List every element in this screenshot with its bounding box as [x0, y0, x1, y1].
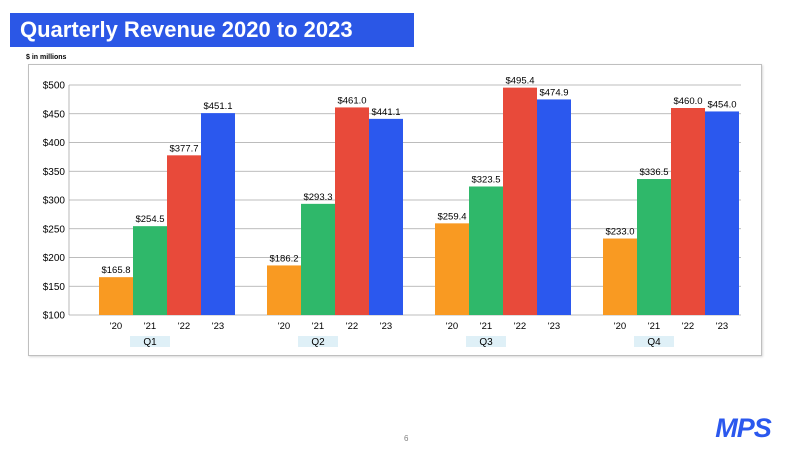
bar — [369, 118, 403, 316]
bar — [503, 87, 537, 315]
units-note: $ in millions — [26, 54, 67, 61]
bar — [705, 111, 739, 315]
x-tick-label: '22 — [178, 321, 190, 332]
data-label: $460.0 — [673, 96, 702, 107]
mps-logo: MPS — [715, 414, 773, 440]
data-label: $474.9 — [539, 87, 568, 98]
data-label: $451.1 — [203, 101, 232, 112]
y-tick-label: $450 — [43, 109, 66, 120]
bar — [603, 238, 637, 315]
x-tick-label: '20 — [110, 321, 122, 332]
data-label: $293.3 — [303, 192, 332, 203]
x-tick-label: '22 — [682, 321, 694, 332]
x-tick-label: '21 — [480, 321, 492, 332]
bar — [637, 179, 671, 315]
bar — [201, 113, 235, 316]
x-tick-label: '23 — [716, 321, 728, 332]
data-label: $323.5 — [471, 174, 500, 185]
data-label: $454.0 — [707, 99, 736, 110]
x-tick-label: '22 — [346, 321, 358, 332]
x-tick-label: '20 — [446, 321, 458, 332]
y-tick-label: $150 — [43, 282, 66, 293]
data-label: $254.5 — [135, 214, 164, 225]
title-bar: Quarterly Revenue 2020 to 2023 — [10, 13, 414, 47]
bar — [267, 265, 301, 315]
y-tick-label: $500 — [43, 81, 66, 92]
data-label: $259.4 — [437, 211, 466, 222]
data-label: $377.7 — [169, 143, 198, 154]
x-tick-label: '23 — [380, 321, 392, 332]
quarter-label-bg — [130, 336, 170, 347]
bar — [469, 186, 503, 315]
bar — [99, 277, 133, 315]
data-label: $441.1 — [371, 107, 400, 118]
x-tick-label: '21 — [312, 321, 324, 332]
data-label: $495.4 — [505, 76, 534, 87]
bar — [537, 99, 571, 315]
data-label: $233.0 — [605, 227, 634, 238]
data-label: $461.0 — [337, 95, 366, 106]
bar — [301, 203, 335, 315]
y-tick-label: $350 — [43, 167, 66, 178]
quarter-label-bg — [634, 336, 674, 347]
bar — [335, 107, 369, 315]
y-tick-label: $300 — [43, 196, 66, 207]
quarter-label: Q1 — [143, 337, 157, 348]
chart-frame: $100 $150 $200 $250 $300 $350 $400 $450 $500 $165… — [28, 64, 762, 356]
x-tick-label: '21 — [648, 321, 660, 332]
data-label: $186.2 — [269, 253, 298, 264]
x-tick-label: '20 — [278, 321, 290, 332]
quarter-label: Q3 — [479, 337, 493, 348]
y-tick-label: $250 — [43, 224, 66, 235]
quarter-label: Q4 — [647, 337, 661, 348]
logo-text: MPS — [715, 414, 772, 440]
x-tick-label: '22 — [514, 321, 526, 332]
data-label: $165.8 — [101, 265, 130, 276]
quarter-label: Q2 — [311, 337, 325, 348]
page-number: 6 — [404, 434, 409, 443]
revenue-chart: $100 $150 $200 $250 $300 $350 $400 $450 $500 $165… — [43, 76, 741, 348]
quarter-label-bg — [298, 336, 338, 347]
x-tick-label: '23 — [212, 321, 224, 332]
x-tick-label: '21 — [144, 321, 156, 332]
y-tick-label: $400 — [43, 138, 66, 149]
bar — [133, 226, 167, 315]
bar — [435, 223, 469, 315]
data-label: $336.5 — [639, 167, 668, 178]
quarter-label-bg — [466, 336, 506, 347]
slide-title: Quarterly Revenue 2020 to 2023 — [20, 17, 353, 42]
x-tick-label: '20 — [614, 321, 626, 332]
y-tick-label: $100 — [43, 311, 66, 322]
x-tick-label: '23 — [548, 321, 560, 332]
y-tick-label: $200 — [43, 253, 66, 264]
bar — [167, 155, 201, 315]
bar — [671, 108, 705, 315]
